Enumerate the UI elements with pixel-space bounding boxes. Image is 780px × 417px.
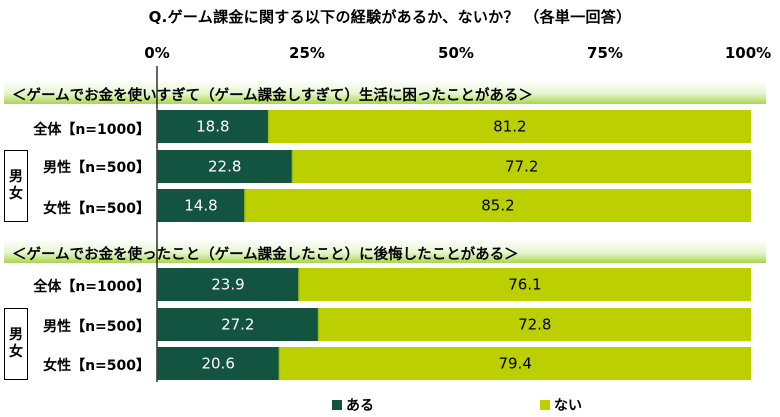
row-label: 女性【n=500】 — [43, 358, 150, 374]
legend-label: ある — [346, 398, 374, 414]
x-tick-label: 75% — [587, 44, 623, 62]
data-label-nai: 81.2 — [493, 118, 526, 136]
section-header-band — [4, 80, 766, 104]
group-label-male: 男 — [9, 327, 23, 343]
group-label-male: 男 — [9, 169, 23, 185]
legend-item-nai: ない — [540, 395, 582, 415]
group-label-female: 女 — [9, 186, 23, 202]
chart-title: Q.ゲーム課金に関する以下の経験があるか、ないか？ （各単一回答） — [148, 8, 632, 26]
x-tick-label: 50% — [438, 44, 474, 62]
data-label-nai: 72.8 — [518, 316, 551, 334]
data-label-aru: 27.2 — [221, 316, 254, 334]
bar-segment-nai — [318, 308, 751, 341]
data-label-aru: 18.8 — [196, 118, 229, 136]
legend-label: ない — [554, 398, 582, 414]
data-label-nai: 85.2 — [481, 197, 514, 215]
section-header-band — [4, 239, 766, 263]
row-label: 男性【n=500】 — [43, 319, 150, 335]
bar-segment-aru — [157, 189, 245, 222]
data-label-nai: 77.2 — [505, 158, 538, 176]
x-tick-label: 100% — [724, 44, 772, 62]
bar-segment-aru — [157, 150, 293, 183]
bar-segment-nai — [298, 268, 751, 301]
row-label: 全体【n=1000】 — [33, 122, 150, 138]
gender-group-label: 男 女 — [4, 308, 28, 380]
bar-segment-aru — [157, 268, 299, 301]
bar-segment-aru — [157, 347, 280, 380]
section-title: ＜ゲームでお金を使いすぎて（ゲーム課金しすぎて）生活に困ったことがある＞ — [12, 88, 533, 104]
bar-segment-nai — [268, 110, 751, 143]
data-label-nai: 76.1 — [508, 276, 541, 294]
section-title: ＜ゲームでお金を使ったこと（ゲーム課金したこと）に後悔したことがある＞ — [12, 247, 519, 263]
data-label-aru: 20.6 — [201, 355, 234, 373]
bar-segment-aru — [157, 110, 269, 143]
bar-segment-nai — [244, 189, 752, 222]
group-label-female: 女 — [9, 344, 23, 360]
legend-swatch — [332, 400, 342, 410]
row-label: 男性【n=500】 — [43, 160, 150, 176]
gender-group-label: 男 女 — [4, 150, 28, 222]
x-tick-label: 25% — [289, 44, 325, 62]
row-label: 女性【n=500】 — [43, 201, 150, 217]
bar-segment-nai — [292, 150, 751, 183]
legend-swatch — [540, 400, 550, 410]
data-label-nai: 79.4 — [498, 355, 531, 373]
data-label-aru: 22.8 — [208, 158, 241, 176]
x-tick-label: 0% — [144, 44, 170, 62]
data-label-aru: 14.8 — [184, 197, 217, 215]
legend-item-aru: ある — [332, 395, 374, 415]
row-label: 全体【n=1000】 — [33, 279, 150, 295]
bar-segment-nai — [279, 347, 751, 380]
bar-segment-aru — [157, 308, 319, 341]
data-label-aru: 23.9 — [211, 276, 244, 294]
